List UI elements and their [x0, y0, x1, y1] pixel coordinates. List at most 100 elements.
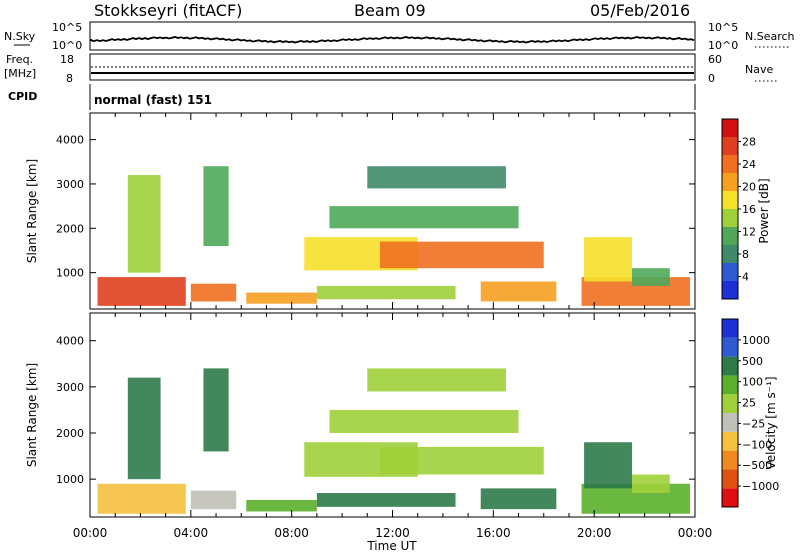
station-title: Stokkseyri (fitACF)	[94, 1, 242, 20]
colorbar-segment	[722, 119, 738, 137]
velocity-ylabel: Slant Range [km]	[25, 363, 39, 467]
nave-tick-top: 60	[708, 53, 722, 66]
colorbar-tick-label: 8	[742, 248, 749, 261]
power-echo-region	[190, 283, 237, 302]
power-echo-region	[127, 175, 161, 273]
velocity-data-layer	[97, 368, 690, 514]
velocity-echo-region	[127, 377, 161, 480]
colorbar-tick-label: −100	[742, 438, 772, 451]
colorbar-segment	[722, 488, 738, 507]
colorbar-tick-label: −1000	[742, 480, 779, 493]
velocity-colorbar-label: Velocity [m s⁻¹]	[764, 376, 778, 469]
freq-tick-bottom: 8	[66, 72, 73, 85]
x-tick-label: 20:00	[577, 526, 612, 540]
x-tick-label: 04:00	[174, 526, 209, 540]
colorbar-segment	[722, 191, 738, 209]
colorbar-segment	[722, 337, 738, 357]
colorbar-tick-label: 500	[742, 355, 763, 368]
nsearch-tick-top: 10^5	[708, 21, 738, 34]
freq-panel: Freq. [MHz] 18 8 60 0 Nave	[4, 53, 778, 85]
cpid-panel: CPID normal (fast) 151	[8, 84, 696, 110]
colorbar-tick-label: 12	[742, 226, 756, 239]
power-y-ticks: 1000 2000 3000 4000	[56, 134, 695, 280]
nsky-panel: N.Sky 10^5 10^0 10^5 10^0 N.Search	[4, 21, 795, 52]
power-echo-region	[379, 241, 544, 269]
velocity-echo-region	[631, 474, 670, 493]
colorbar-tick-label: 100	[742, 376, 763, 389]
colorbar-segment	[722, 375, 738, 395]
colorbar-frame	[721, 318, 739, 508]
velocity-echo-region	[379, 446, 544, 475]
colorbar-segment	[722, 137, 738, 155]
colorbar-segment	[722, 469, 738, 489]
x-tick-label: 00:00	[678, 526, 713, 540]
colorbar-segment	[722, 394, 738, 413]
y-tick-label: 1000	[56, 473, 84, 486]
colorbar-segment	[722, 245, 738, 263]
power-echo-region	[97, 277, 186, 306]
beam-title: Beam 09	[354, 1, 426, 20]
power-colorbar-label: Power [dB]	[757, 178, 771, 243]
freq-unit: [MHz]	[4, 67, 36, 80]
velocity-echo-region	[316, 493, 456, 507]
power-ylabel: Slant Range [km]	[25, 159, 39, 263]
power-echo-region	[584, 237, 632, 282]
freq-tick-top: 18	[60, 53, 74, 66]
x-axis-labels: 00:00 04:00 08:00 12:00 16:00 20:00 00:00	[73, 526, 713, 540]
y-tick-label: 3000	[56, 381, 84, 394]
y-tick-label: 1000	[56, 267, 84, 280]
nave-tick-bottom: 0	[708, 72, 715, 85]
nsearch-label: N.Search	[745, 30, 795, 43]
power-data-layer	[97, 166, 690, 306]
velocity-x-ticks	[89, 313, 696, 517]
freq-frame	[89, 53, 696, 81]
nsky-frame	[89, 21, 696, 51]
power-x-ticks	[89, 113, 696, 309]
power-echo-region	[367, 166, 506, 189]
power-echo-region	[246, 292, 317, 304]
colorbar-tick-label: 4	[742, 271, 749, 284]
colorbar-segment	[722, 413, 738, 432]
nsky-tick-bottom: 10^0	[52, 39, 82, 52]
colorbar-segment	[722, 227, 738, 245]
velocity-echo-region	[480, 488, 557, 510]
y-tick-label: 2000	[56, 427, 84, 440]
colorbar-segment	[722, 319, 738, 338]
colorbar-tick-label: −500	[742, 459, 772, 472]
power-echo-region	[316, 285, 456, 300]
cpid-value: normal (fast) 151	[94, 93, 212, 107]
power-echo-region	[631, 268, 670, 286]
colorbar-tick-label: 20	[742, 181, 756, 194]
velocity-echo-region	[584, 442, 632, 489]
date-title: 05/Feb/2016	[590, 1, 690, 20]
x-axis-title: Time UT	[366, 539, 417, 553]
colorbar-segment	[722, 450, 738, 470]
y-tick-label: 3000	[56, 178, 84, 191]
power-panel: 1000 2000 3000 4000 Slant Range [km] 4 8 12 16…	[25, 112, 771, 310]
nsky-label: N.Sky	[4, 30, 36, 43]
velocity-echo-region	[246, 499, 317, 512]
colorbar-tick-label: 24	[742, 158, 756, 171]
colorbar-tick-label: 25	[742, 397, 756, 410]
velocity-echo-region	[329, 409, 519, 433]
power-echo-region	[329, 206, 519, 229]
x-tick-label: 12:00	[375, 526, 410, 540]
nsky-trace	[90, 36, 695, 44]
power-echo-region	[203, 166, 229, 247]
velocity-echo-region	[367, 368, 506, 392]
colorbar-tick-label: 28	[742, 136, 756, 149]
velocity-colorbar: 1000 500 100 25 −25 −100 −500 −1000	[721, 318, 779, 508]
nsky-tick-top: 10^5	[52, 21, 82, 34]
colorbar-segment	[722, 431, 738, 451]
colorbar-tick-label: 1000	[742, 334, 770, 347]
nave-label: Nave	[745, 63, 773, 76]
nsearch-tick-bottom: 10^0	[708, 39, 738, 52]
colorbar-segment	[722, 173, 738, 191]
colorbar-segment	[722, 281, 738, 299]
velocity-y-ticks: 1000 2000 3000 4000	[56, 335, 695, 486]
power-colorbar: 4 8 12 16 20 24 28	[721, 118, 756, 300]
power-echo-region	[480, 281, 557, 302]
x-tick-label: 00:00	[73, 526, 108, 540]
y-tick-label: 4000	[56, 335, 84, 348]
